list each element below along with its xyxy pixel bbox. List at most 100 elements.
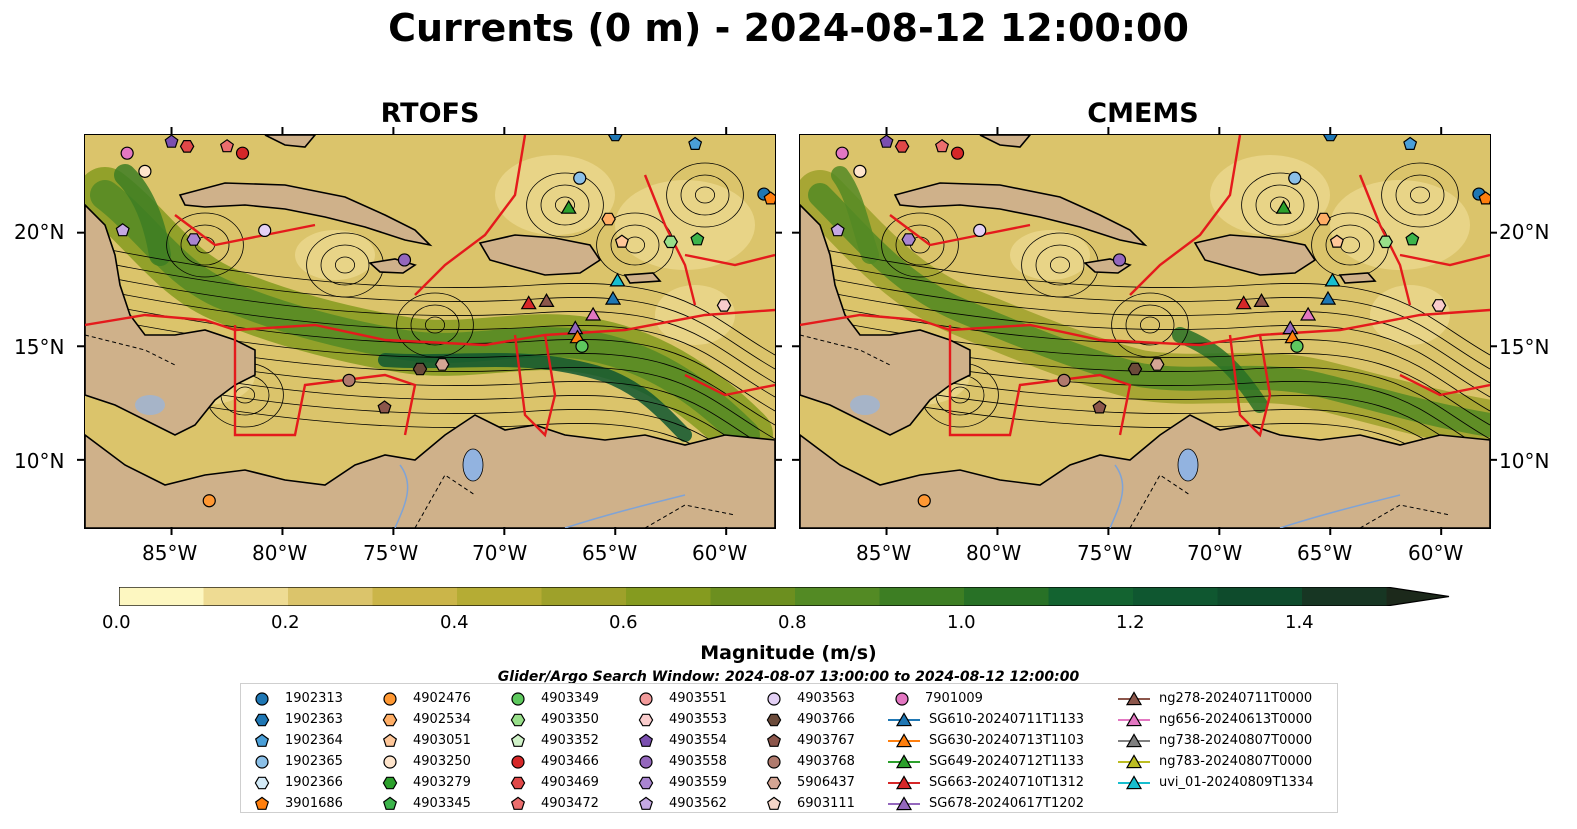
legend-label: 1902365 [285, 754, 343, 769]
legend-marker [638, 776, 654, 789]
legend-column: 4902476 4902534 4903051 4903250 4903279 49033… [375, 688, 471, 814]
legend-entry: 4903559 [631, 772, 727, 793]
circle-marker-icon [383, 691, 397, 706]
legend-entry: 4903768 [759, 751, 855, 772]
legend-entry: 4903350 [503, 709, 599, 730]
lake-maracaibo [462, 448, 484, 482]
land-4 [85, 414, 775, 528]
legend-marker [254, 776, 270, 789]
platform-marker-23 [1092, 400, 1107, 414]
legend-marker [510, 713, 526, 726]
legend-marker [638, 713, 654, 726]
legend-label: 4903768 [797, 754, 855, 769]
lon-label-rtofs-65: 65°W [582, 541, 638, 565]
observation-markers [830, 135, 1490, 508]
platform-marker-29 [219, 139, 235, 153]
platform-marker-17 [973, 223, 987, 238]
platform-marker-30 [894, 139, 910, 153]
legend-entry: 4903472 [503, 793, 599, 814]
platform-marker-20 [342, 373, 356, 387]
legend-entry: 4903469 [503, 772, 599, 793]
platform-marker-10 [663, 235, 678, 249]
hexagon-marker-icon [766, 776, 782, 789]
figure-title: Currents (0 m) - 2024-08-12 12:00:00 [388, 6, 1189, 50]
platform-marker-14 [1112, 253, 1127, 267]
legend-marker [766, 733, 782, 747]
legend-entry: SG630-20240713T1103 [887, 730, 1084, 751]
map-panel-rtofs[interactable] [84, 134, 776, 529]
legend-label: SG663-20240710T1312 [929, 775, 1085, 790]
legend-entry: ng278-20240711T0000 [1117, 688, 1313, 709]
legend: 1902313 1902363 1902364 1902365 1902366 39016… [240, 683, 1338, 813]
country-borders [800, 334, 1451, 528]
platform-marker-12 [601, 212, 616, 226]
land-5 [85, 203, 256, 436]
legend-marker [1125, 753, 1143, 768]
legend-label: 4903352 [541, 733, 599, 748]
pentagon-marker-icon [638, 733, 654, 747]
platform-marker-15 [186, 233, 201, 246]
platform-marker-9 [1288, 171, 1302, 185]
platform-marker-1 [520, 295, 537, 310]
land-0 [178, 182, 433, 247]
legend-entry: ng738-20240807T0000 [1117, 730, 1313, 751]
legend-label: 4903563 [797, 691, 855, 706]
legend-entry: ng783-20240807T0000 [1117, 751, 1313, 772]
platform-marker-20 [1057, 373, 1071, 387]
legend-marker [766, 796, 782, 810]
triangle-marker-icon [1118, 711, 1150, 726]
triangle-marker-icon [888, 732, 920, 747]
platform-marker-26 [1478, 191, 1490, 205]
lake-maracaibo [1177, 448, 1199, 482]
colorbar-tick-5: 1.0 [947, 612, 976, 633]
pentagon-marker-icon [766, 733, 782, 747]
legend-marker [1125, 774, 1143, 789]
river [1279, 494, 1401, 528]
platform-marker-13 [614, 234, 629, 248]
pentagon-marker-icon [382, 796, 398, 810]
pentagon-marker-icon [510, 796, 526, 810]
river [1109, 464, 1124, 528]
panel-title-cmems: CMEMS [1087, 98, 1199, 129]
legend-entry: 4903563 [759, 688, 855, 709]
legend-marker [510, 776, 526, 789]
legend-label: 4903766 [797, 712, 855, 727]
platform-marker-4 [1319, 290, 1337, 305]
panel-title-rtofs: RTOFS [380, 98, 480, 129]
hexagon-marker-icon [382, 776, 398, 789]
triangle-marker-icon [888, 711, 920, 726]
platform-marker-2 [1253, 292, 1270, 307]
colorbar-segment [879, 587, 965, 606]
legend-label: ng278-20240711T0000 [1159, 691, 1313, 706]
land-0 [893, 182, 1148, 247]
legend-entry: 4903466 [503, 751, 599, 772]
lat-label-left-10: 10°N [14, 449, 65, 473]
legend-entry: 4903279 [375, 772, 471, 793]
pentagon-marker-icon [638, 796, 654, 810]
land-1 [478, 234, 602, 276]
platform-marker-17 [258, 223, 272, 238]
triangle-marker-icon [888, 795, 920, 810]
legend-marker [895, 753, 913, 768]
pentagon-marker-icon [510, 733, 526, 747]
triangle-marker-icon [1118, 753, 1150, 768]
hexagon-marker-icon [510, 776, 526, 789]
legend-marker [382, 776, 398, 789]
legend-label: SG649-20240712T1133 [929, 754, 1085, 769]
platform-marker-24 [917, 494, 931, 508]
legend-label: 4902476 [413, 691, 471, 706]
lat-label-left-20: 20°N [14, 220, 65, 244]
circle-marker-icon [255, 691, 269, 706]
platform-marker-15 [901, 233, 916, 246]
platform-marker-2 [538, 292, 555, 307]
platform-marker-32 [879, 135, 894, 148]
legend-entry: SG663-20240710T1312 [887, 772, 1084, 793]
platform-marker-24 [202, 494, 216, 508]
lat-label-right-10: 10°N [1499, 449, 1550, 473]
legend-label: 4903466 [541, 754, 599, 769]
colorbar [119, 587, 1450, 606]
map-panel-cmems[interactable] [799, 134, 1491, 529]
platform-marker-26 [763, 191, 775, 205]
legend-marker [767, 691, 781, 706]
platform-marker-32 [164, 135, 179, 148]
